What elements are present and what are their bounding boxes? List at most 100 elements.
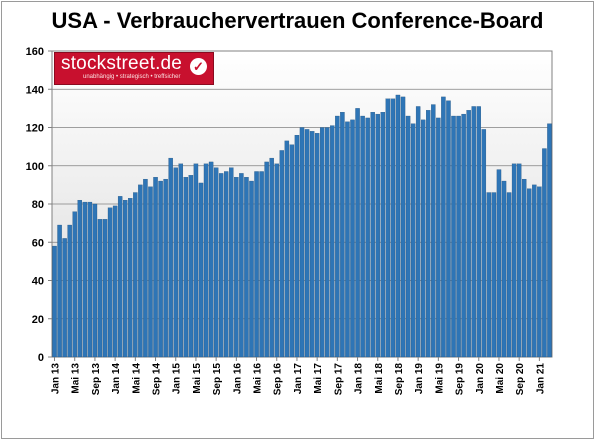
y-tick-label: 140 <box>26 84 44 96</box>
y-tick-label: 60 <box>32 237 44 249</box>
x-tick-label: Sep 20 <box>515 363 526 396</box>
x-tick-label: Mai 16 <box>253 363 264 394</box>
x-tick-label: Mai 18 <box>374 363 385 394</box>
bar <box>360 115 365 358</box>
bar <box>370 112 375 358</box>
bar <box>269 157 274 358</box>
x-tick-label: Sep 18 <box>394 363 405 396</box>
bar <box>224 171 229 358</box>
bar <box>481 129 487 358</box>
bar <box>420 119 426 358</box>
bar <box>112 205 118 358</box>
bar <box>486 192 492 358</box>
bar <box>123 200 128 358</box>
x-tick-label: Mai 20 <box>495 363 506 394</box>
bar <box>92 203 98 358</box>
bar <box>294 134 300 358</box>
y-tick-label: 0 <box>38 352 44 364</box>
bar <box>72 211 77 358</box>
x-tick-label: Mai 13 <box>71 363 82 394</box>
bar <box>390 98 396 358</box>
bar <box>314 133 320 358</box>
x-tick-label: Jan 21 <box>535 363 546 395</box>
bar <box>128 198 133 358</box>
bar <box>153 177 158 358</box>
x-tick-label: Jan 19 <box>414 363 425 395</box>
stockstreet-logo: stockstreet.de unabhängig • strategisch … <box>54 52 214 85</box>
x-tick-label: Sep 14 <box>152 363 163 396</box>
bar <box>340 112 345 358</box>
bar <box>395 94 401 358</box>
x-tick-label: Sep 19 <box>455 363 466 396</box>
logo-tagline: unabhängig • strategisch • treffsicher <box>83 74 181 80</box>
bar <box>117 196 123 358</box>
bar <box>274 163 279 358</box>
x-tick-label: Jan 18 <box>354 363 365 395</box>
x-tick-label: Jan 15 <box>172 363 183 395</box>
bar <box>471 106 476 358</box>
x-tick-label: Jan 20 <box>475 363 486 395</box>
bar <box>451 115 456 358</box>
bar <box>547 123 552 358</box>
bar <box>532 184 537 358</box>
bar <box>522 178 527 358</box>
bar <box>193 163 199 358</box>
bar <box>264 161 269 358</box>
y-tick-label: 20 <box>32 314 44 326</box>
bar <box>542 148 547 358</box>
bar <box>229 167 234 358</box>
bar <box>350 119 355 358</box>
bar <box>178 163 184 358</box>
chart-title: USA - Verbrauchervertrauen Conference-Bo… <box>51 8 544 33</box>
bar <box>158 180 163 358</box>
logo-name: stockstreet.de <box>61 53 183 74</box>
bar <box>476 106 481 358</box>
bar <box>163 178 168 358</box>
y-tick-label: 160 <box>26 46 44 58</box>
x-tick-label: Sep 16 <box>273 363 284 396</box>
bar <box>234 177 239 358</box>
y-tick-label: 80 <box>32 199 44 211</box>
bar <box>77 200 82 358</box>
x-tick-label: Mai 15 <box>192 363 203 394</box>
bar <box>491 192 497 358</box>
bar <box>345 121 350 358</box>
bar <box>52 245 57 358</box>
bar <box>461 113 466 358</box>
x-tick-label: Jan 13 <box>51 363 62 395</box>
bar <box>299 127 305 358</box>
bar <box>67 224 72 358</box>
bar <box>284 140 290 358</box>
bar <box>426 110 431 358</box>
y-tick-label: 100 <box>26 161 44 173</box>
bar <box>168 157 173 358</box>
bar <box>355 108 360 358</box>
bar <box>446 100 451 358</box>
y-tick-label: 120 <box>26 123 44 135</box>
bar <box>62 238 67 358</box>
bar <box>405 115 411 358</box>
bar <box>102 219 108 358</box>
bar <box>249 180 254 358</box>
bar <box>244 177 249 358</box>
bar <box>410 123 416 358</box>
bar <box>304 129 310 358</box>
bar <box>183 177 189 358</box>
bar <box>466 110 471 358</box>
bar <box>365 117 370 358</box>
bar <box>148 186 153 358</box>
bar <box>309 131 315 358</box>
bar <box>259 171 264 358</box>
x-tick-label: Jan 14 <box>111 363 122 395</box>
bar <box>330 125 335 358</box>
bar <box>173 167 178 358</box>
x-tick-label: Jan 16 <box>232 363 243 395</box>
y-tick-label: 40 <box>32 276 44 288</box>
bar <box>400 96 406 358</box>
bar <box>289 144 295 358</box>
x-tick-label: Sep 15 <box>212 363 223 396</box>
x-tick-label: Sep 17 <box>333 363 344 396</box>
bar <box>239 173 244 358</box>
x-tick-label: Sep 13 <box>91 363 102 396</box>
